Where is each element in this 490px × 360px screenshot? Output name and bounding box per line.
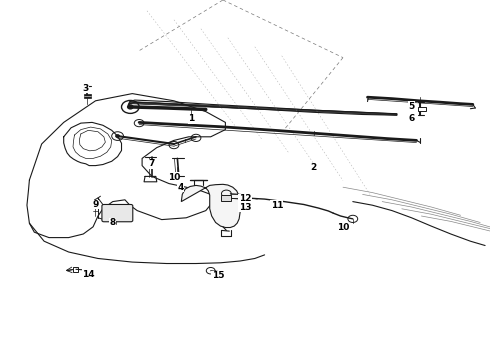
- Polygon shape: [130, 102, 397, 115]
- FancyBboxPatch shape: [102, 204, 133, 222]
- Text: 4: 4: [177, 183, 184, 192]
- Text: 8: 8: [110, 218, 116, 227]
- Bar: [418, 107, 426, 111]
- Polygon shape: [181, 184, 240, 228]
- Text: 15: 15: [212, 271, 224, 280]
- Text: 12: 12: [239, 194, 251, 203]
- Text: 6: 6: [409, 113, 415, 122]
- Bar: [84, 94, 91, 98]
- Text: 5: 5: [409, 102, 415, 111]
- Text: 3: 3: [83, 84, 89, 93]
- Bar: [73, 267, 78, 272]
- Text: 10: 10: [337, 223, 349, 232]
- Text: 7: 7: [148, 159, 155, 168]
- Text: 10: 10: [168, 173, 180, 181]
- Text: 14: 14: [82, 270, 95, 279]
- Bar: [221, 195, 231, 201]
- Circle shape: [127, 105, 133, 109]
- Text: 11: 11: [270, 201, 283, 210]
- Text: 9: 9: [92, 200, 99, 209]
- Text: 1: 1: [188, 114, 194, 123]
- Text: 2: 2: [311, 163, 317, 172]
- Bar: [211, 271, 217, 274]
- Circle shape: [116, 135, 120, 138]
- Text: 13: 13: [239, 202, 251, 211]
